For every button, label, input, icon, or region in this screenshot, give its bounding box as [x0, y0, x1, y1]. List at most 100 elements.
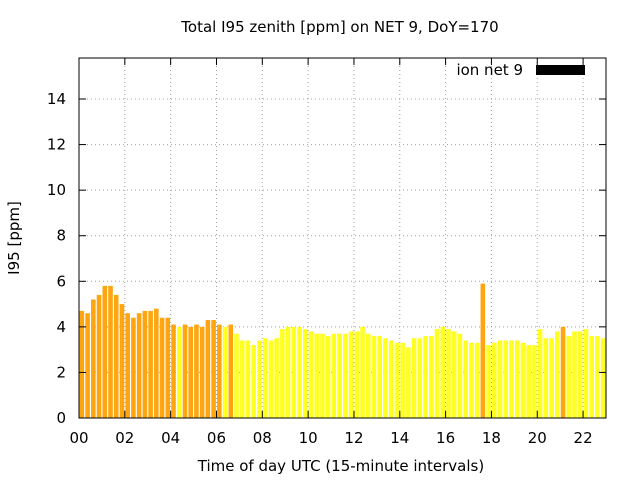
grid	[79, 58, 606, 418]
bar	[577, 331, 583, 418]
bar	[96, 294, 102, 418]
bar	[377, 335, 383, 418]
x-tick-label: 04	[161, 429, 180, 447]
chart-title: Total I95 zenith [ppm] on NET 9, DoY=170	[180, 18, 498, 36]
bar	[503, 340, 509, 418]
bar	[520, 342, 526, 418]
bar	[142, 310, 148, 418]
bar	[274, 338, 279, 418]
y-tick-label: 0	[56, 409, 66, 427]
bar	[394, 342, 400, 418]
x-tick-label: 12	[344, 429, 363, 447]
x-tick-label: 22	[574, 429, 593, 447]
bar	[176, 326, 182, 418]
x-tick-label: 02	[115, 429, 134, 447]
bar	[314, 333, 320, 418]
x-tick-label: 20	[528, 429, 547, 447]
ticks	[78, 58, 606, 419]
bar	[560, 326, 566, 418]
bar	[159, 317, 165, 418]
x-tick-label: 00	[69, 429, 88, 447]
bar	[102, 285, 108, 418]
bar	[222, 326, 228, 418]
x-tick-label: 08	[253, 429, 272, 447]
bar	[136, 313, 142, 418]
bar	[595, 335, 600, 418]
bar	[119, 304, 125, 418]
bar	[543, 338, 549, 418]
bar	[199, 326, 205, 418]
bar	[182, 324, 188, 418]
bar	[325, 335, 331, 418]
bar	[417, 338, 423, 418]
bar	[388, 340, 394, 418]
bar	[131, 317, 136, 418]
bar	[509, 340, 514, 418]
x-axis-label: Time of day UTC (15-minute intervals)	[197, 457, 484, 475]
bar	[354, 331, 360, 418]
bar	[308, 331, 314, 418]
bar	[549, 338, 554, 418]
bar	[211, 320, 216, 418]
bar	[474, 342, 480, 418]
bar	[148, 310, 153, 418]
bar	[91, 299, 96, 418]
y-axis-label: I95 [ppm]	[5, 201, 23, 275]
bar	[348, 331, 354, 418]
bar	[154, 308, 159, 418]
bar	[406, 347, 411, 418]
bar	[469, 342, 474, 418]
bar	[280, 329, 285, 418]
bar	[337, 333, 342, 418]
y-tick-labels: 0 2 4 6 8 10 12 14	[47, 90, 66, 427]
bar	[268, 340, 274, 418]
bar	[262, 338, 268, 418]
bar	[434, 329, 440, 418]
bar	[457, 333, 463, 418]
bar	[566, 335, 572, 418]
y-tick-label: 8	[56, 227, 66, 245]
bar	[365, 333, 371, 418]
bar	[428, 335, 434, 418]
bar	[113, 294, 119, 418]
x-tick-labels: 00 02 04 06 08 10 12 14 16 18 20 22	[69, 429, 592, 447]
bar	[589, 335, 594, 418]
bar	[583, 329, 589, 418]
bar	[302, 329, 308, 418]
bar	[411, 338, 417, 418]
bar	[423, 335, 428, 418]
bar	[497, 340, 503, 418]
y-tick-label: 14	[47, 90, 66, 108]
bar	[486, 345, 491, 418]
bar	[537, 329, 543, 418]
bar	[125, 313, 130, 418]
bar	[360, 326, 365, 418]
bar	[257, 340, 262, 418]
bar	[572, 331, 577, 418]
plot-frame	[78, 57, 607, 419]
bar	[251, 345, 257, 418]
bar	[526, 345, 531, 418]
legend: ion net 9	[456, 61, 585, 79]
x-tick-label: 14	[390, 429, 409, 447]
x-tick-label: 18	[482, 429, 501, 447]
bar	[85, 313, 90, 418]
bar	[205, 320, 211, 418]
bar	[79, 310, 85, 418]
x-tick-label: 10	[299, 429, 318, 447]
bar	[532, 345, 537, 418]
bar	[188, 326, 193, 418]
y-tick-label: 4	[56, 318, 66, 336]
bars	[79, 283, 606, 418]
y-tick-label: 2	[56, 363, 66, 381]
bar	[440, 326, 446, 418]
bar	[600, 338, 606, 418]
bar	[228, 324, 234, 418]
y-tick-label: 12	[47, 136, 66, 154]
x-tick-label: 16	[436, 429, 455, 447]
bar	[234, 333, 239, 418]
bar	[343, 333, 348, 418]
legend-swatch	[536, 65, 585, 75]
x-tick-label: 06	[207, 429, 226, 447]
